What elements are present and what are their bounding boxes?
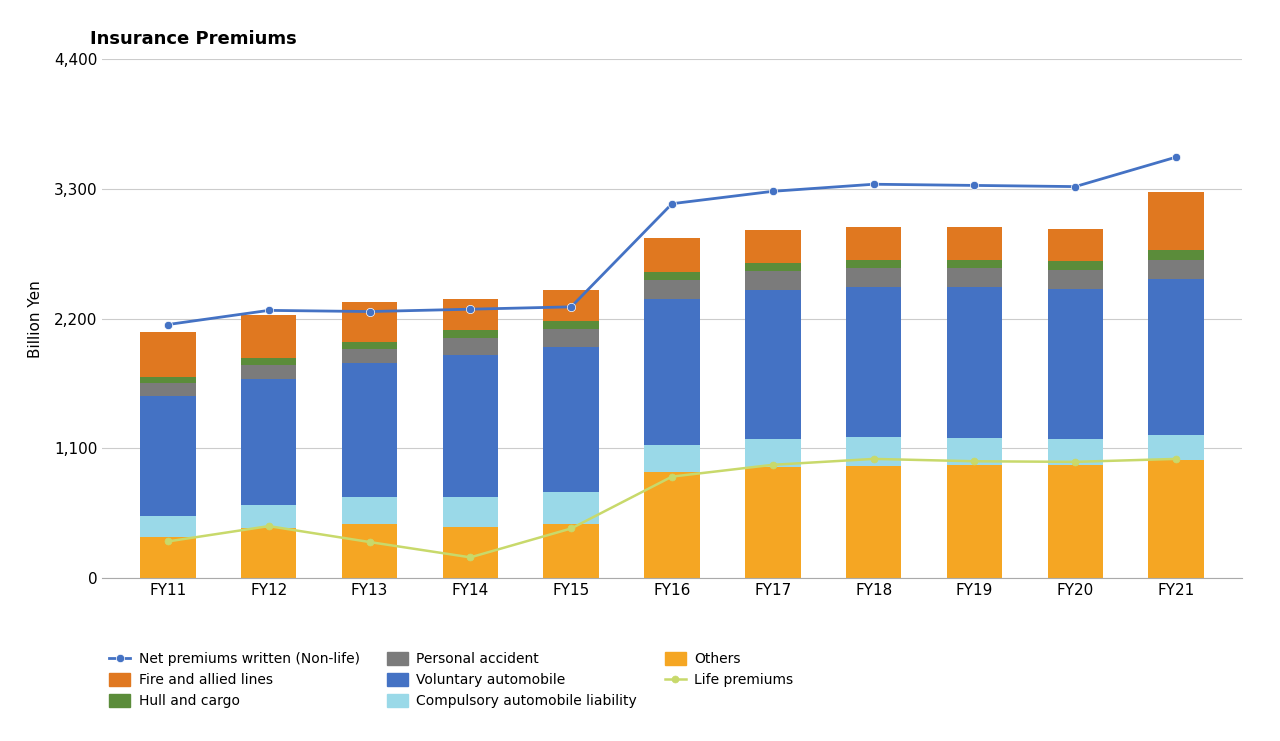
Bar xyxy=(1148,260,1203,279)
Bar xyxy=(342,302,397,342)
Bar xyxy=(846,437,901,466)
Bar xyxy=(342,363,397,496)
Bar xyxy=(947,288,1002,438)
Bar xyxy=(745,262,800,271)
Bar xyxy=(745,230,800,262)
Bar xyxy=(544,492,599,524)
Bar xyxy=(342,342,397,349)
Bar xyxy=(846,288,901,437)
Bar xyxy=(644,472,700,578)
Y-axis label: Billion Yen: Billion Yen xyxy=(28,280,42,357)
Bar xyxy=(241,314,297,358)
Bar xyxy=(846,466,901,578)
Bar xyxy=(141,516,196,536)
Bar xyxy=(644,239,700,272)
Bar xyxy=(141,383,196,396)
Bar xyxy=(1148,460,1203,578)
Bar xyxy=(846,259,901,268)
Bar xyxy=(947,227,1002,260)
Bar xyxy=(745,467,800,578)
Bar xyxy=(443,330,498,338)
Bar xyxy=(947,438,1002,465)
Bar xyxy=(241,365,297,379)
Bar xyxy=(644,280,700,299)
Bar xyxy=(644,445,700,472)
Legend: Net premiums written (Non-life), Fire and allied lines, Hull and cargo, Personal: Net premiums written (Non-life), Fire an… xyxy=(109,652,794,708)
Bar xyxy=(846,227,901,259)
Bar xyxy=(1148,279,1203,435)
Bar xyxy=(443,355,498,496)
Bar xyxy=(141,536,196,578)
Bar xyxy=(544,524,599,578)
Bar xyxy=(544,347,599,492)
Bar xyxy=(443,299,498,330)
Bar xyxy=(141,332,196,377)
Bar xyxy=(947,268,1002,288)
Bar xyxy=(443,496,498,528)
Bar xyxy=(1047,270,1103,288)
Bar xyxy=(443,528,498,578)
Bar xyxy=(1047,261,1103,270)
Bar xyxy=(241,505,297,528)
Bar xyxy=(644,272,700,280)
Bar xyxy=(1047,439,1103,465)
Bar xyxy=(846,268,901,288)
Bar xyxy=(241,358,297,365)
Bar xyxy=(947,260,1002,268)
Bar xyxy=(1148,436,1203,460)
Bar xyxy=(1148,193,1203,250)
Bar xyxy=(1047,229,1103,261)
Bar xyxy=(745,439,800,467)
Bar xyxy=(141,377,196,383)
Bar xyxy=(745,290,800,439)
Bar xyxy=(342,524,397,578)
Bar xyxy=(745,271,800,290)
Bar xyxy=(1047,288,1103,439)
Bar xyxy=(241,379,297,505)
Bar xyxy=(644,299,700,445)
Text: Insurance Premiums: Insurance Premiums xyxy=(90,30,297,47)
Bar xyxy=(241,528,297,578)
Bar xyxy=(544,322,599,330)
Bar xyxy=(342,496,397,524)
Bar xyxy=(443,338,498,355)
Bar xyxy=(1148,250,1203,260)
Bar xyxy=(342,349,397,363)
Bar xyxy=(1047,465,1103,578)
Bar xyxy=(544,290,599,322)
Bar xyxy=(141,396,196,516)
Bar xyxy=(947,465,1002,578)
Bar xyxy=(544,330,599,347)
